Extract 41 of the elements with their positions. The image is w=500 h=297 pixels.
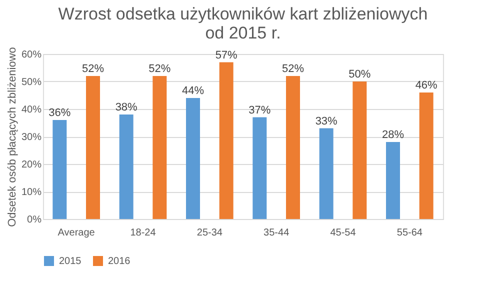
bar (186, 98, 200, 219)
bar (152, 76, 167, 219)
y-tick-label: 30% (21, 132, 42, 143)
data-label: 52% (282, 63, 304, 75)
bar (286, 76, 300, 219)
data-label: 37% (248, 104, 271, 116)
y-tick-label: 50% (21, 77, 42, 88)
data-label: 46% (415, 80, 438, 92)
data-label: 38% (115, 102, 138, 114)
x-tick-label: 25-34 (196, 228, 223, 238)
legend-label: 2015 (59, 256, 82, 267)
data-label: 28% (382, 129, 404, 141)
data-label: 50% (348, 68, 371, 80)
x-tick-label: 35-44 (264, 228, 290, 238)
data-label: 57% (215, 49, 238, 62)
data-label: 52% (82, 63, 104, 75)
legend-label: 2016 (108, 256, 131, 267)
bar (352, 82, 367, 219)
bar (86, 76, 100, 219)
y-tick-label: 10% (21, 187, 42, 198)
x-tick-label: 45-54 (330, 228, 356, 238)
x-tick-label: 18-24 (130, 228, 156, 238)
bar (52, 120, 67, 219)
y-tick-label: 20% (21, 160, 42, 170)
x-tick-label: 55-64 (396, 228, 423, 238)
chart-title: Wzrost odsetka użytkowników kart zbliżeniowych od 2015 r. (58, 4, 428, 43)
x-tick-label: Average (58, 228, 96, 238)
bar (386, 142, 400, 219)
y-axis-title: Odsetek osób płacących zbliżeniowo (6, 47, 18, 227)
data-label: 52% (148, 63, 171, 75)
bar (252, 117, 267, 219)
data-label: 44% (182, 85, 204, 97)
y-tick-label: 60% (21, 50, 42, 60)
bar (319, 128, 334, 219)
y-tick-label: 0% (27, 214, 42, 226)
data-label: 33% (315, 115, 338, 128)
bar (119, 114, 134, 219)
bar (219, 62, 234, 219)
data-label: 36% (48, 107, 71, 119)
bar (419, 92, 434, 219)
y-tick-label: 40% (21, 104, 42, 116)
